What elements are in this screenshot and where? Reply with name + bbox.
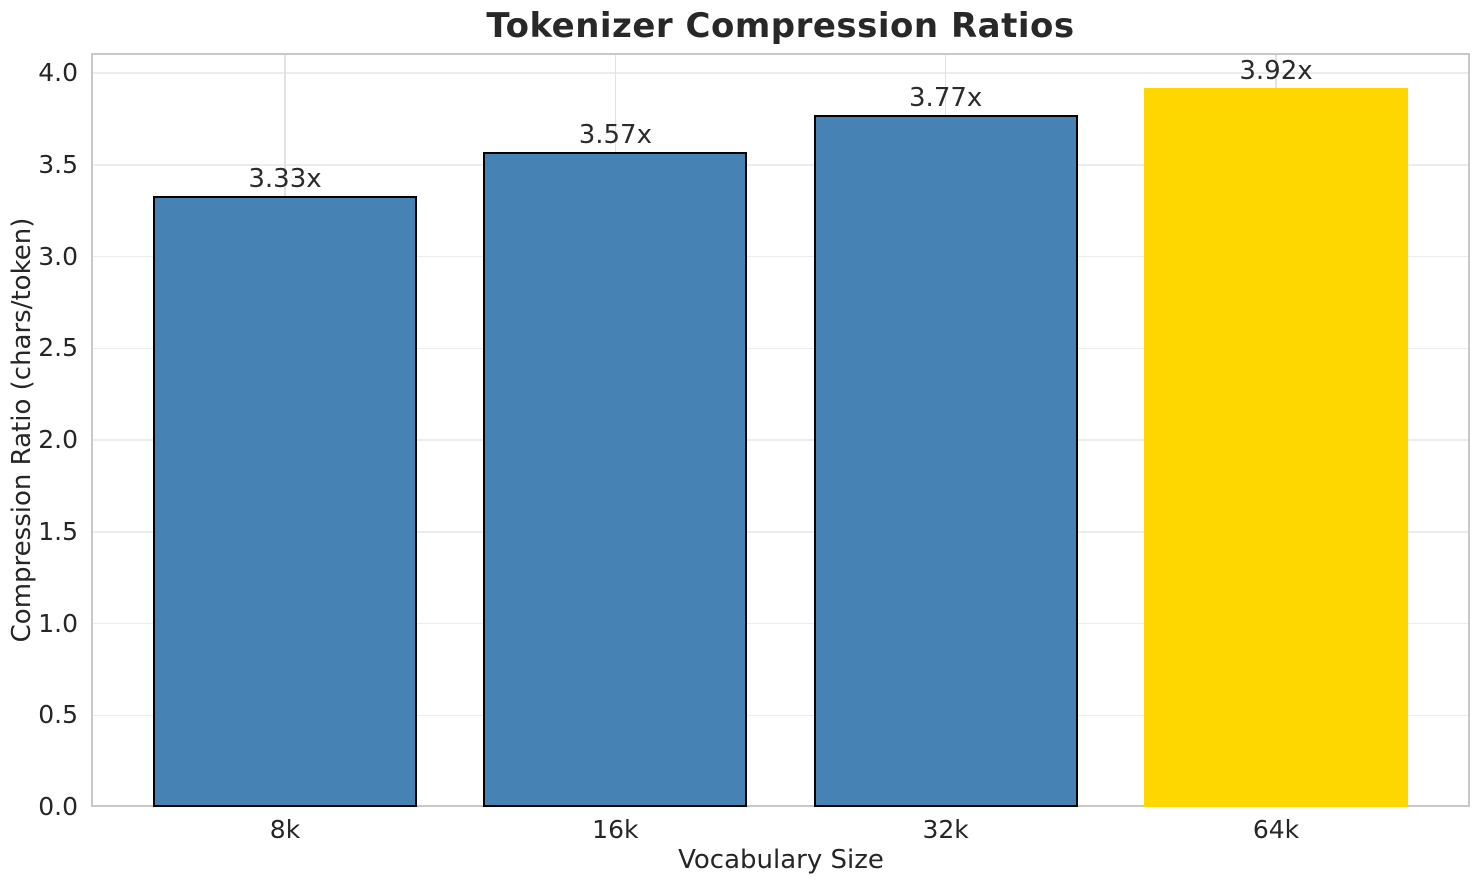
x-tick-label: 16k bbox=[592, 815, 639, 844]
bar-value-label: 3.33x bbox=[248, 164, 322, 195]
y-gridline bbox=[93, 72, 1468, 74]
y-tick-label: 1.5 bbox=[38, 516, 78, 546]
bar-value-label: 3.77x bbox=[909, 83, 983, 114]
y-tick-label: 2.5 bbox=[38, 333, 78, 363]
y-gridline bbox=[93, 347, 1468, 350]
y-tick-label: 3.0 bbox=[38, 241, 78, 271]
y-gridline bbox=[93, 164, 1468, 166]
y-gridline bbox=[93, 439, 1468, 441]
bar-64k bbox=[1144, 87, 1408, 807]
x-axis-label: Vocabulary Size bbox=[678, 845, 884, 875]
chart-title: Tokenizer Compression Ratios bbox=[486, 6, 1075, 46]
y-tick-label: 4.0 bbox=[38, 58, 78, 88]
y-gridline bbox=[93, 622, 1468, 625]
y-tick-label: 1.0 bbox=[38, 608, 78, 638]
bar-32k bbox=[813, 115, 1078, 807]
plot-area bbox=[91, 53, 1470, 807]
y-tick-label: 2.0 bbox=[38, 425, 78, 455]
y-gridline bbox=[93, 255, 1468, 258]
bar-value-label: 3.92x bbox=[1239, 55, 1313, 86]
x-tick-label: 8k bbox=[269, 815, 301, 844]
bar-8k bbox=[153, 196, 417, 807]
bar-value-label: 3.57x bbox=[578, 120, 652, 151]
y-gridline bbox=[93, 531, 1468, 533]
y-gridline bbox=[93, 714, 1468, 717]
x-tick-label: 64k bbox=[1252, 815, 1300, 844]
x-tick-label: 32k bbox=[922, 815, 969, 844]
y-tick-label: 0.5 bbox=[38, 700, 78, 730]
y-axis-label: Compression Ratio (chars/token) bbox=[7, 217, 37, 643]
y-tick-label: 3.5 bbox=[38, 149, 78, 179]
bar-16k bbox=[483, 152, 748, 807]
y-tick-label: 0.0 bbox=[38, 792, 78, 821]
